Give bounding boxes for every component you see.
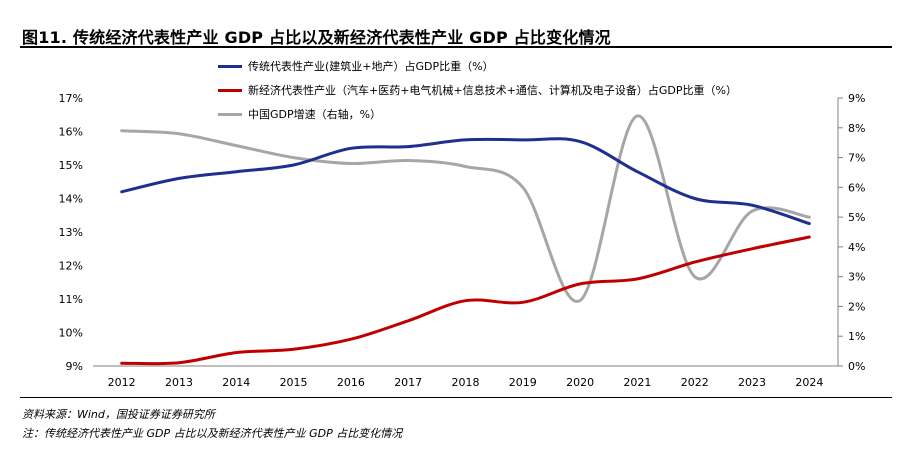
y-left-tick-label: 17% [59, 92, 83, 105]
y-left-tick-label: 14% [59, 193, 83, 206]
legend-swatch-gdp-growth [218, 112, 242, 116]
y-left-tick-label: 11% [59, 293, 83, 306]
legend-label-gdp-growth: 中国GDP增速（右轴，%） [248, 108, 382, 121]
legend-item-traditional: 传统代表性产业(建筑业+地产）占GDP比重（%） [218, 54, 737, 78]
y-left-tick-label: 13% [59, 226, 83, 239]
y-right-tick-label: 2% [848, 300, 865, 313]
x-tick-label: 2022 [681, 376, 709, 389]
x-tick-label: 2014 [222, 376, 250, 389]
x-tick-label: 2013 [165, 376, 193, 389]
series-line-gdp-growth [120, 114, 811, 303]
x-tick-label: 2024 [795, 376, 823, 389]
y-left-tick-label: 9% [66, 360, 83, 373]
x-tick-label: 2018 [452, 376, 480, 389]
x-tick-label: 2012 [108, 376, 136, 389]
y-right-tick-label: 7% [848, 152, 865, 165]
legend: 传统代表性产业(建筑业+地产）占GDP比重（%） 新经济代表性产业（汽车+医药+… [218, 54, 737, 126]
x-tick-label: 2019 [509, 376, 537, 389]
legend-item-gdp-growth: 中国GDP增速（右轴，%） [218, 102, 737, 126]
y-right-tick-label: 3% [848, 271, 865, 284]
x-tick-label: 2016 [337, 376, 365, 389]
y-right-tick-label: 6% [848, 181, 865, 194]
x-tick-label: 2020 [566, 376, 594, 389]
x-tick-label: 2021 [623, 376, 651, 389]
y-left-tick-label: 12% [59, 260, 83, 273]
y-right-tick-label: 5% [848, 211, 865, 224]
legend-label-new-economy: 新经济代表性产业（汽车+医药+电气机械+信息技术+通信、计算机及电子设备）占GD… [248, 84, 737, 97]
y-left-tick-label: 10% [59, 327, 83, 340]
title-rule [20, 46, 892, 48]
legend-label-traditional: 传统代表性产业(建筑业+地产）占GDP比重（%） [248, 60, 494, 73]
x-tick-label: 2015 [280, 376, 308, 389]
y-right-tick-label: 0% [848, 360, 865, 373]
source-note: 资料来源：Wind，国投证券证券研究所 [22, 408, 215, 421]
y-right-tick-label: 8% [848, 122, 865, 135]
series-line-traditional [120, 137, 811, 226]
x-tick-label: 2017 [394, 376, 422, 389]
series-line-new-economy [120, 235, 811, 366]
x-tick-label: 2023 [738, 376, 766, 389]
legend-swatch-traditional [218, 64, 242, 68]
chart-title: 图11. 传统经济代表性产业 GDP 占比以及新经济代表性产业 GDP 占比变化… [22, 28, 611, 47]
y-left-tick-label: 15% [59, 159, 83, 172]
legend-swatch-new-economy [218, 88, 242, 92]
footnote: 注：传统经济代表性产业 GDP 占比以及新经济代表性产业 GDP 占比变化情况 [22, 427, 403, 440]
y-right-tick-label: 9% [848, 92, 865, 105]
y-right-tick-label: 4% [848, 241, 865, 254]
legend-item-new-economy: 新经济代表性产业（汽车+医药+电气机械+信息技术+通信、计算机及电子设备）占GD… [218, 78, 737, 102]
y-right-tick-label: 1% [848, 330, 865, 343]
footer-rule [20, 397, 892, 398]
y-left-tick-label: 16% [59, 126, 83, 139]
